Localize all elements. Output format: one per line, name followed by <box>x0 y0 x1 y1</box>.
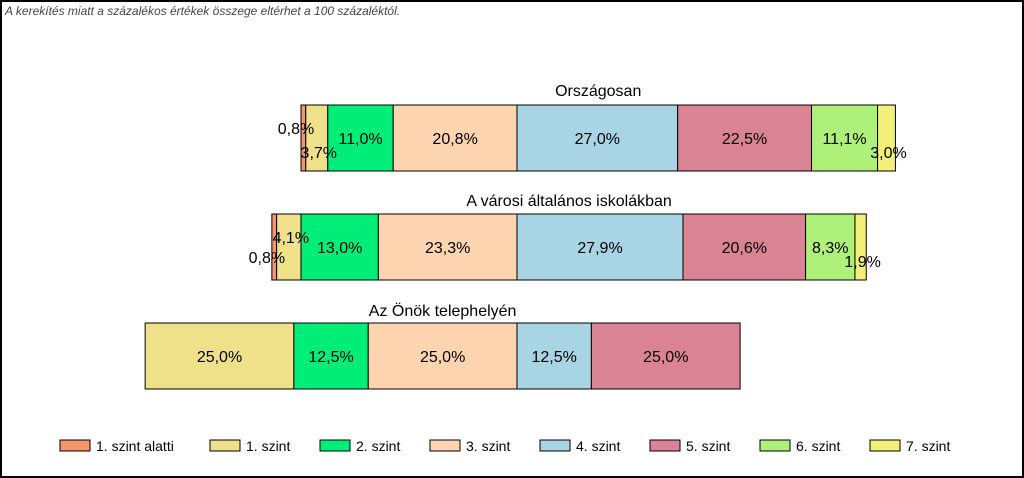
legend-label-0: 1. szint alatti <box>96 438 174 454</box>
legend-swatch-6 <box>759 439 791 452</box>
bar-g2-l0 <box>271 213 278 281</box>
data-label-g1-l2: 11,0% <box>338 131 382 148</box>
data-label-g1-l6: 11,1% <box>822 131 866 148</box>
legend-label-5: 5. szint <box>686 438 730 454</box>
legend-label-2: 2. szint <box>356 438 400 454</box>
group-title-1: Országosan <box>555 83 641 100</box>
bar-g1-l7 <box>877 104 896 172</box>
data-label-g2-l2: 13,0% <box>317 240 362 257</box>
group-title-2: A városi általános iskolákban <box>466 193 671 210</box>
data-label-g1-l4: 27,0% <box>575 131 620 148</box>
data-label-g1-l0: 0,8% <box>278 121 314 138</box>
bar-g3-l4 <box>516 322 592 390</box>
bar-g3-l1 <box>144 322 295 390</box>
bar-g1-l2 <box>327 104 394 172</box>
data-label-g3-l1: 25,0% <box>197 349 242 366</box>
data-label-g2-l4: 27,9% <box>577 240 622 257</box>
bar-g2-l5 <box>682 213 807 281</box>
data-label-g1-l7: 3,0% <box>870 145 906 162</box>
bar-g1-l5 <box>677 104 813 172</box>
group-title-3: Az Önök telephelyén <box>369 302 517 320</box>
legend-swatch-2 <box>319 439 351 452</box>
data-label-g1-l3: 20,8% <box>432 131 477 148</box>
data-label-g2-l6: 8,3% <box>812 240 848 257</box>
data-label-g3-l5: 25,0% <box>643 349 688 366</box>
bar-g2-l4 <box>516 213 684 281</box>
bar-g1-l6 <box>811 104 879 172</box>
legend-swatch-0 <box>59 439 91 452</box>
legend-label-4: 4. szint <box>576 438 620 454</box>
data-label-g3-l3: 25,0% <box>420 349 465 366</box>
legend-label-6: 6. szint <box>796 438 840 454</box>
legend-swatch-1 <box>209 439 241 452</box>
legend-swatch-3 <box>429 439 461 452</box>
data-label-g1-l1: 3,7% <box>301 145 337 162</box>
legend-label-7: 7. szint <box>906 438 950 454</box>
legend-swatch-7 <box>869 439 901 452</box>
bar-g3-l5 <box>590 322 741 390</box>
data-label-g2-l5: 20,6% <box>722 240 767 257</box>
data-label-g2-l7: 1,9% <box>844 254 880 271</box>
rounding-note: A kerekítés miatt a százalékos értékek ö… <box>5 4 401 18</box>
bar-g3-l2 <box>293 322 369 390</box>
bar-g1-l3 <box>392 104 518 172</box>
bar-g3-l3 <box>367 322 518 390</box>
bar-g2-l7 <box>854 213 867 281</box>
legend-label-1: 1. szint <box>246 438 290 454</box>
legend-swatch-4 <box>539 439 571 452</box>
data-label-g2-l1: 4,1% <box>273 230 309 247</box>
data-label-g3-l2: 12,5% <box>308 349 353 366</box>
bar-g2-l3 <box>377 213 518 281</box>
legend-swatch-5 <box>649 439 681 452</box>
data-label-g2-l0: 0,8% <box>249 250 285 267</box>
data-label-g2-l3: 23,3% <box>425 240 470 257</box>
data-label-g1-l5: 22,5% <box>722 131 767 148</box>
data-label-g3-l4: 12,5% <box>532 349 577 366</box>
bar-g2-l1 <box>276 213 302 281</box>
legend-label-3: 3. szint <box>466 438 510 454</box>
